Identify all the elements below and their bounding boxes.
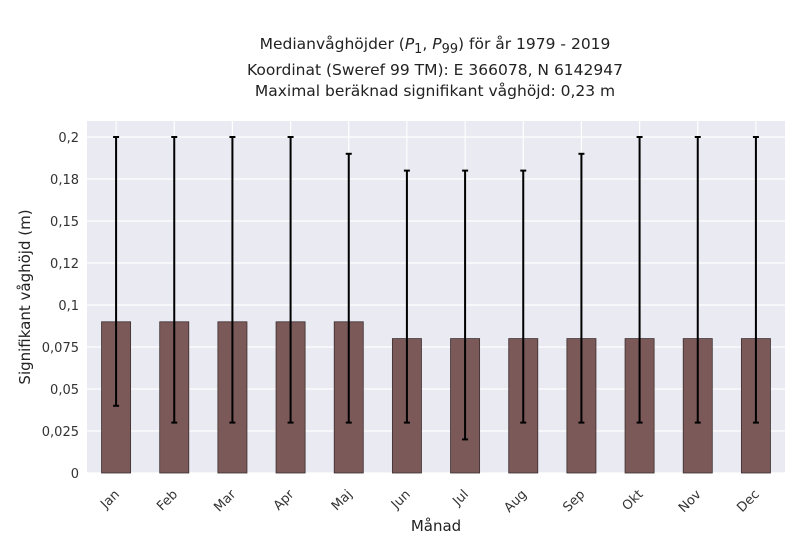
x-tick-label: Nov (676, 487, 705, 516)
title-suffix: ) för år 1979 - 2019 (458, 35, 611, 53)
p99-subscript: 99 (441, 42, 459, 58)
chart-title: Medianvåghöjder (P1, P99) för år 1979 - … (85, 34, 785, 102)
error-bars (113, 136, 759, 441)
title-line-2: Koordinat (Sweref 99 TM): E 366078, N 61… (247, 61, 623, 80)
x-tick-label: Sep (560, 487, 588, 515)
x-tick-label: Maj (329, 487, 356, 514)
x-axis-label: Månad (411, 517, 461, 535)
p1-subscript: 1 (414, 42, 423, 58)
x-tick-label: Jun (388, 487, 414, 513)
y-tick-label: 0 (71, 467, 79, 482)
x-tick-label: Mar (211, 487, 239, 515)
y-tick-labels: 0 0,025 0,05 0,075 0,1 0,12 0,15 0,18 0,2 (42, 131, 79, 482)
x-tick-label: Feb (154, 487, 181, 514)
plot-area (87, 121, 785, 473)
x-tick-label: Jan (97, 487, 122, 512)
title-separator: , (422, 35, 433, 53)
p99-symbol: P (432, 35, 442, 53)
y-tick-label: 0,025 (42, 425, 79, 440)
y-tick-label: 0,18 (50, 173, 79, 188)
x-tick-label: Apr (271, 487, 298, 514)
x-tick-label: Jul (450, 487, 472, 509)
y-axis-label: Signifikant våghöjd (m) (16, 209, 34, 384)
title-line-3: Maximal beräknad signifikant våghöjd: 0,… (254, 82, 616, 101)
y-tick-label: 0,05 (50, 383, 79, 398)
y-tick-label: 0,075 (42, 341, 79, 356)
x-tick-label: Okt (620, 487, 647, 514)
title-line-1: Medianvåghöjder (P1, P99) för år 1979 - … (85, 34, 785, 60)
title-prefix: Medianvåghöjder ( (259, 35, 405, 53)
x-tick-label: Aug (502, 487, 531, 516)
y-tick-label: 0,2 (58, 131, 79, 146)
p1-symbol: P (404, 35, 415, 53)
y-tick-label: 0,12 (50, 257, 79, 272)
y-tick-label: 0,1 (58, 299, 79, 314)
x-tick-labels: Jan Feb Mar Apr Maj Jun Jul Aug Sep Okt Nov Dec (97, 487, 762, 516)
x-tick-label: Dec (734, 487, 762, 515)
y-tick-label: 0,15 (50, 215, 79, 230)
